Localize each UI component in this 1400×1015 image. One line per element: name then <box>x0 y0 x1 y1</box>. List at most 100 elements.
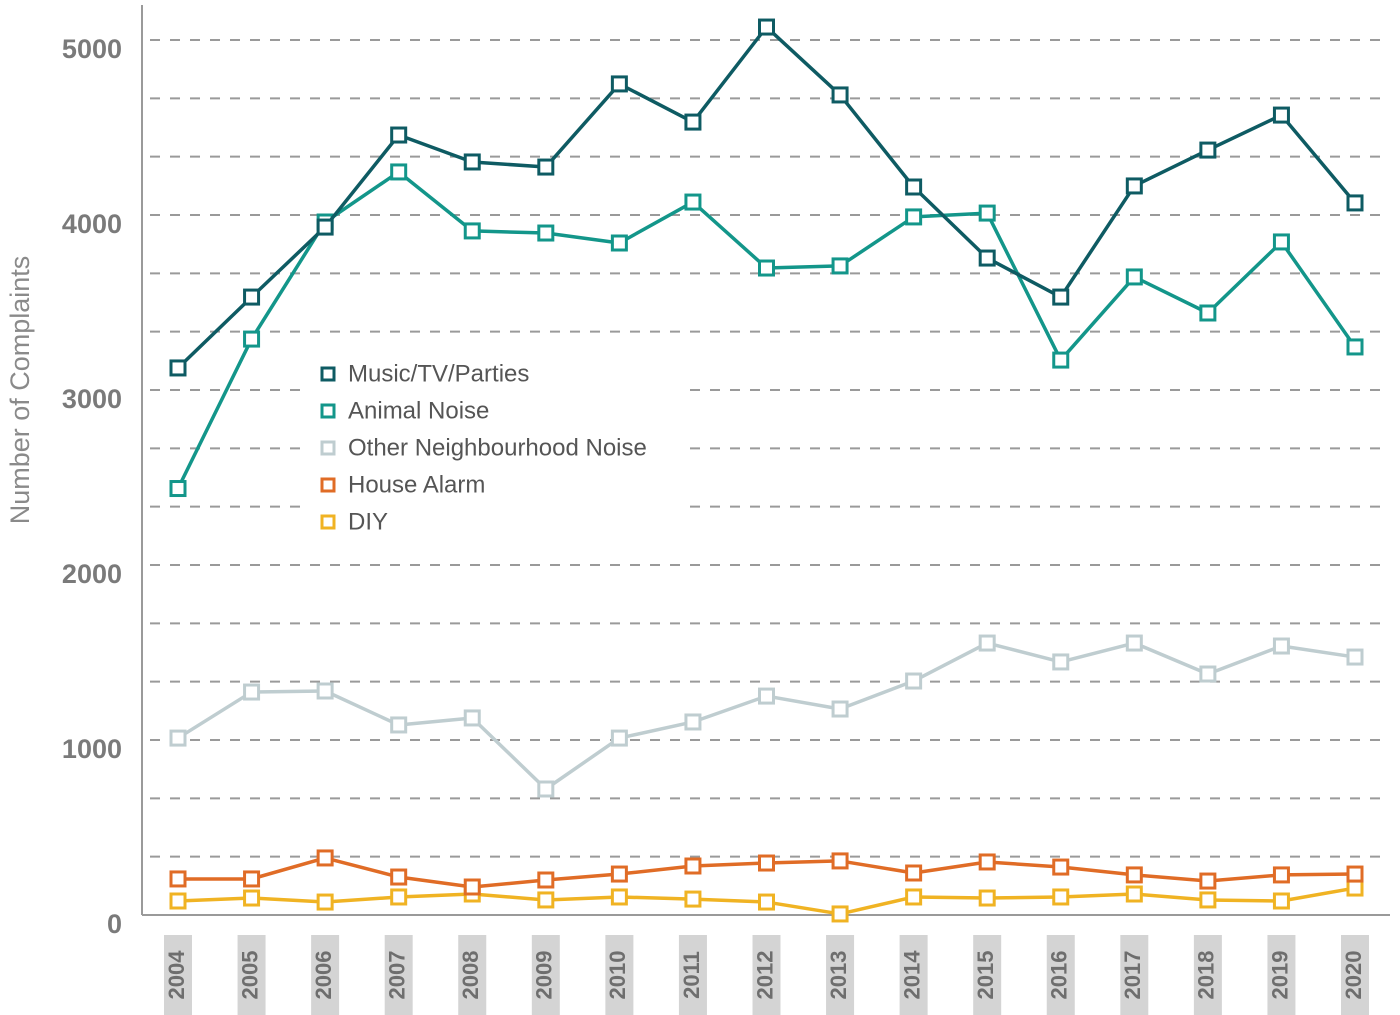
point-marker <box>905 888 923 906</box>
x-tick-background <box>1267 935 1296 1015</box>
y-tick-label: 3000 <box>62 384 122 414</box>
point-marker <box>831 905 849 923</box>
point-marker <box>243 330 261 348</box>
point-marker <box>684 857 702 875</box>
point-marker <box>1272 233 1290 251</box>
point-marker <box>831 700 849 718</box>
point-marker <box>1052 858 1070 876</box>
x-tick-label: 2008 <box>458 951 483 1000</box>
point-marker <box>978 634 996 652</box>
point-marker <box>1052 351 1070 369</box>
point-marker <box>243 889 261 907</box>
point-marker <box>1346 194 1364 212</box>
point-marker <box>1125 634 1143 652</box>
legend-marker <box>320 440 336 456</box>
point-marker <box>758 687 775 705</box>
legend-label: Animal Noise <box>348 397 489 424</box>
point-marker <box>390 163 408 181</box>
point-marker <box>537 158 555 176</box>
x-tick-label: 2015 <box>973 951 998 1000</box>
point-marker <box>316 893 334 911</box>
point-marker <box>316 849 334 867</box>
point-marker <box>905 208 923 226</box>
point-marker <box>169 480 187 498</box>
point-marker <box>978 204 996 222</box>
point-marker <box>1272 892 1290 910</box>
x-tick-background <box>678 935 707 1015</box>
point-marker <box>243 683 261 701</box>
point-marker <box>610 888 628 906</box>
x-tick-label: 2016 <box>1047 951 1072 1000</box>
point-marker <box>1052 653 1070 671</box>
point-marker <box>537 891 555 909</box>
point-marker <box>1199 304 1217 322</box>
x-tick-label: 2004 <box>164 950 189 1000</box>
point-marker <box>169 870 187 888</box>
x-tick-label: 2006 <box>311 951 336 1000</box>
point-marker <box>316 218 334 236</box>
point-marker <box>978 249 996 267</box>
point-marker <box>1346 648 1364 666</box>
point-marker <box>758 18 775 36</box>
point-marker <box>316 682 334 700</box>
point-marker <box>463 222 481 240</box>
point-marker <box>1346 865 1364 883</box>
point-marker <box>831 852 849 870</box>
x-tick-background <box>899 935 928 1015</box>
point-marker <box>537 871 555 889</box>
legend-label: House Alarm <box>348 471 485 498</box>
x-tick-label: 2005 <box>237 951 262 1000</box>
point-marker <box>463 709 481 727</box>
x-tick-background <box>973 935 1002 1015</box>
x-tick-background <box>1193 935 1222 1015</box>
x-tick-label: 2013 <box>826 951 851 1000</box>
x-tick-label: 2012 <box>752 951 777 1000</box>
x-tick-label: 2011 <box>679 951 704 999</box>
point-marker <box>1052 288 1070 306</box>
series-line <box>177 641 1356 791</box>
point-marker <box>243 870 261 888</box>
legend-label: Other Neighbourhood Noise <box>348 434 647 461</box>
point-marker <box>610 729 628 747</box>
point-marker <box>1199 665 1217 683</box>
x-tick-background <box>1341 935 1369 1015</box>
point-marker <box>1199 872 1217 890</box>
legend-label: DIY <box>348 508 388 535</box>
point-marker <box>390 126 408 144</box>
x-tick-label: 2010 <box>605 951 630 1000</box>
point-marker <box>1199 141 1217 159</box>
point-marker <box>1272 637 1290 655</box>
point-marker <box>463 878 481 896</box>
point-marker <box>684 890 702 908</box>
legend-label: Music/TV/Parties <box>348 360 529 387</box>
point-marker <box>169 359 187 377</box>
point-marker <box>1272 866 1290 884</box>
y-tick-label: 5000 <box>62 34 122 64</box>
x-tick-background <box>1046 935 1075 1015</box>
x-tick-background <box>1120 935 1149 1015</box>
point-marker <box>1052 888 1070 906</box>
series-line <box>176 25 1357 370</box>
point-marker <box>169 729 187 747</box>
x-tick-label: 2009 <box>532 951 557 1000</box>
point-marker <box>610 865 628 883</box>
legend-marker <box>320 477 336 493</box>
point-marker <box>1125 177 1143 195</box>
point-marker <box>978 853 996 871</box>
x-tick-background <box>605 935 634 1015</box>
y-tick-label: 1000 <box>62 734 122 764</box>
point-marker <box>758 893 775 911</box>
point-marker <box>390 888 408 906</box>
legend-background <box>310 354 686 543</box>
point-marker <box>610 75 628 93</box>
x-tick-label: 2020 <box>1341 951 1366 1000</box>
point-marker <box>537 780 555 798</box>
point-marker <box>1199 891 1217 909</box>
point-marker <box>1125 885 1143 903</box>
point-marker <box>169 892 187 910</box>
point-marker <box>905 178 923 196</box>
x-tick-background <box>458 935 487 1015</box>
point-marker <box>684 713 702 731</box>
point-marker <box>831 257 849 275</box>
x-tick-background <box>237 935 266 1015</box>
